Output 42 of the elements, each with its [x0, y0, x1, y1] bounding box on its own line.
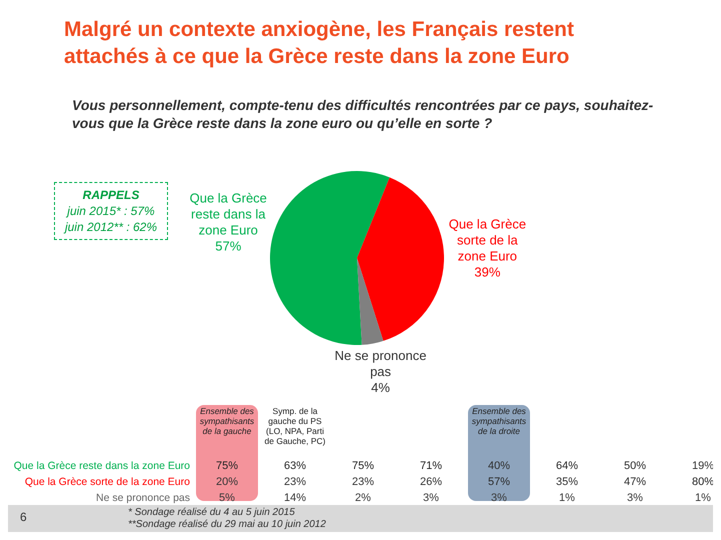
- text: 6: [20, 510, 27, 524]
- y-tick-label: Ne se prononce pas: [95, 491, 190, 505]
- text: **Sondage réalisé du 29 mai au 10 juin 2012: [128, 519, 327, 531]
- slice-label: Que la Grèce reste dans la zone Euro: [190, 190, 267, 238]
- data-label: 63%: [282, 459, 308, 473]
- data-label: 3%: [422, 491, 440, 505]
- chart-title: Malgré un contexte anxiogène, les Français restent attachés à ce que la Grèce reste dans la zone Euro: [64, 17, 575, 70]
- data-label: 47%: [622, 475, 648, 489]
- x-tick-label: Ensemble des sympathisants de la droite: [470, 406, 528, 436]
- data-label: 71%: [418, 459, 444, 473]
- data-label: 2%: [354, 491, 372, 505]
- data-label: 1%: [558, 491, 576, 505]
- text: juin 2012** : 62%: [62, 219, 158, 235]
- text: * Sondage réalisé du 4 au 5 juin 2015: [128, 507, 296, 519]
- chart-subtitle: Vous personnellement, compte-tenu des difficultés rencontrées par ce pays, souhaitez-vous que la Grèce reste dans la zone euro ou qu’elle en sorte ?: [72, 96, 654, 132]
- data-label: 64%: [554, 459, 580, 473]
- y-tick-label: Que la Grèce sorte de la zone Euro: [24, 475, 190, 489]
- data-label: 1%: [694, 491, 712, 505]
- data-label: 75%: [350, 459, 376, 473]
- data-label: 3%: [626, 491, 644, 505]
- data-label: 57%: [215, 238, 242, 254]
- data-label: 23%: [282, 475, 308, 489]
- data-label: 35%: [554, 475, 580, 489]
- data-label: 3%: [490, 491, 508, 505]
- x-tick-label: Symp. de la gauche du PS (LO, NPA, Parti de Gauche, PC): [264, 406, 326, 446]
- data-label: 5%: [218, 491, 236, 505]
- slice-label: Ne se prononce pas: [334, 348, 426, 379]
- data-label: 75%: [214, 459, 240, 473]
- data-label: 20%: [214, 475, 240, 489]
- data-label: 4%: [371, 380, 390, 395]
- data-label: 57%: [486, 475, 512, 489]
- data-label: 39%: [474, 264, 501, 280]
- data-label: 14%: [282, 491, 308, 505]
- data-label: 23%: [350, 475, 376, 489]
- slice-label: Que la Grèce sorte de la zone Euro: [448, 216, 526, 264]
- data-label: 26%: [418, 475, 444, 489]
- text: juin 2015* : 57%: [65, 203, 156, 219]
- y-tick-label: Que la Grèce reste dans la zone Euro: [12, 459, 190, 473]
- text: RAPPELS: [82, 187, 140, 203]
- x-tick-label: Ensemble des sympathisants de la gauche: [198, 406, 256, 436]
- data-label: 40%: [486, 459, 512, 473]
- data-label: 50%: [622, 459, 648, 473]
